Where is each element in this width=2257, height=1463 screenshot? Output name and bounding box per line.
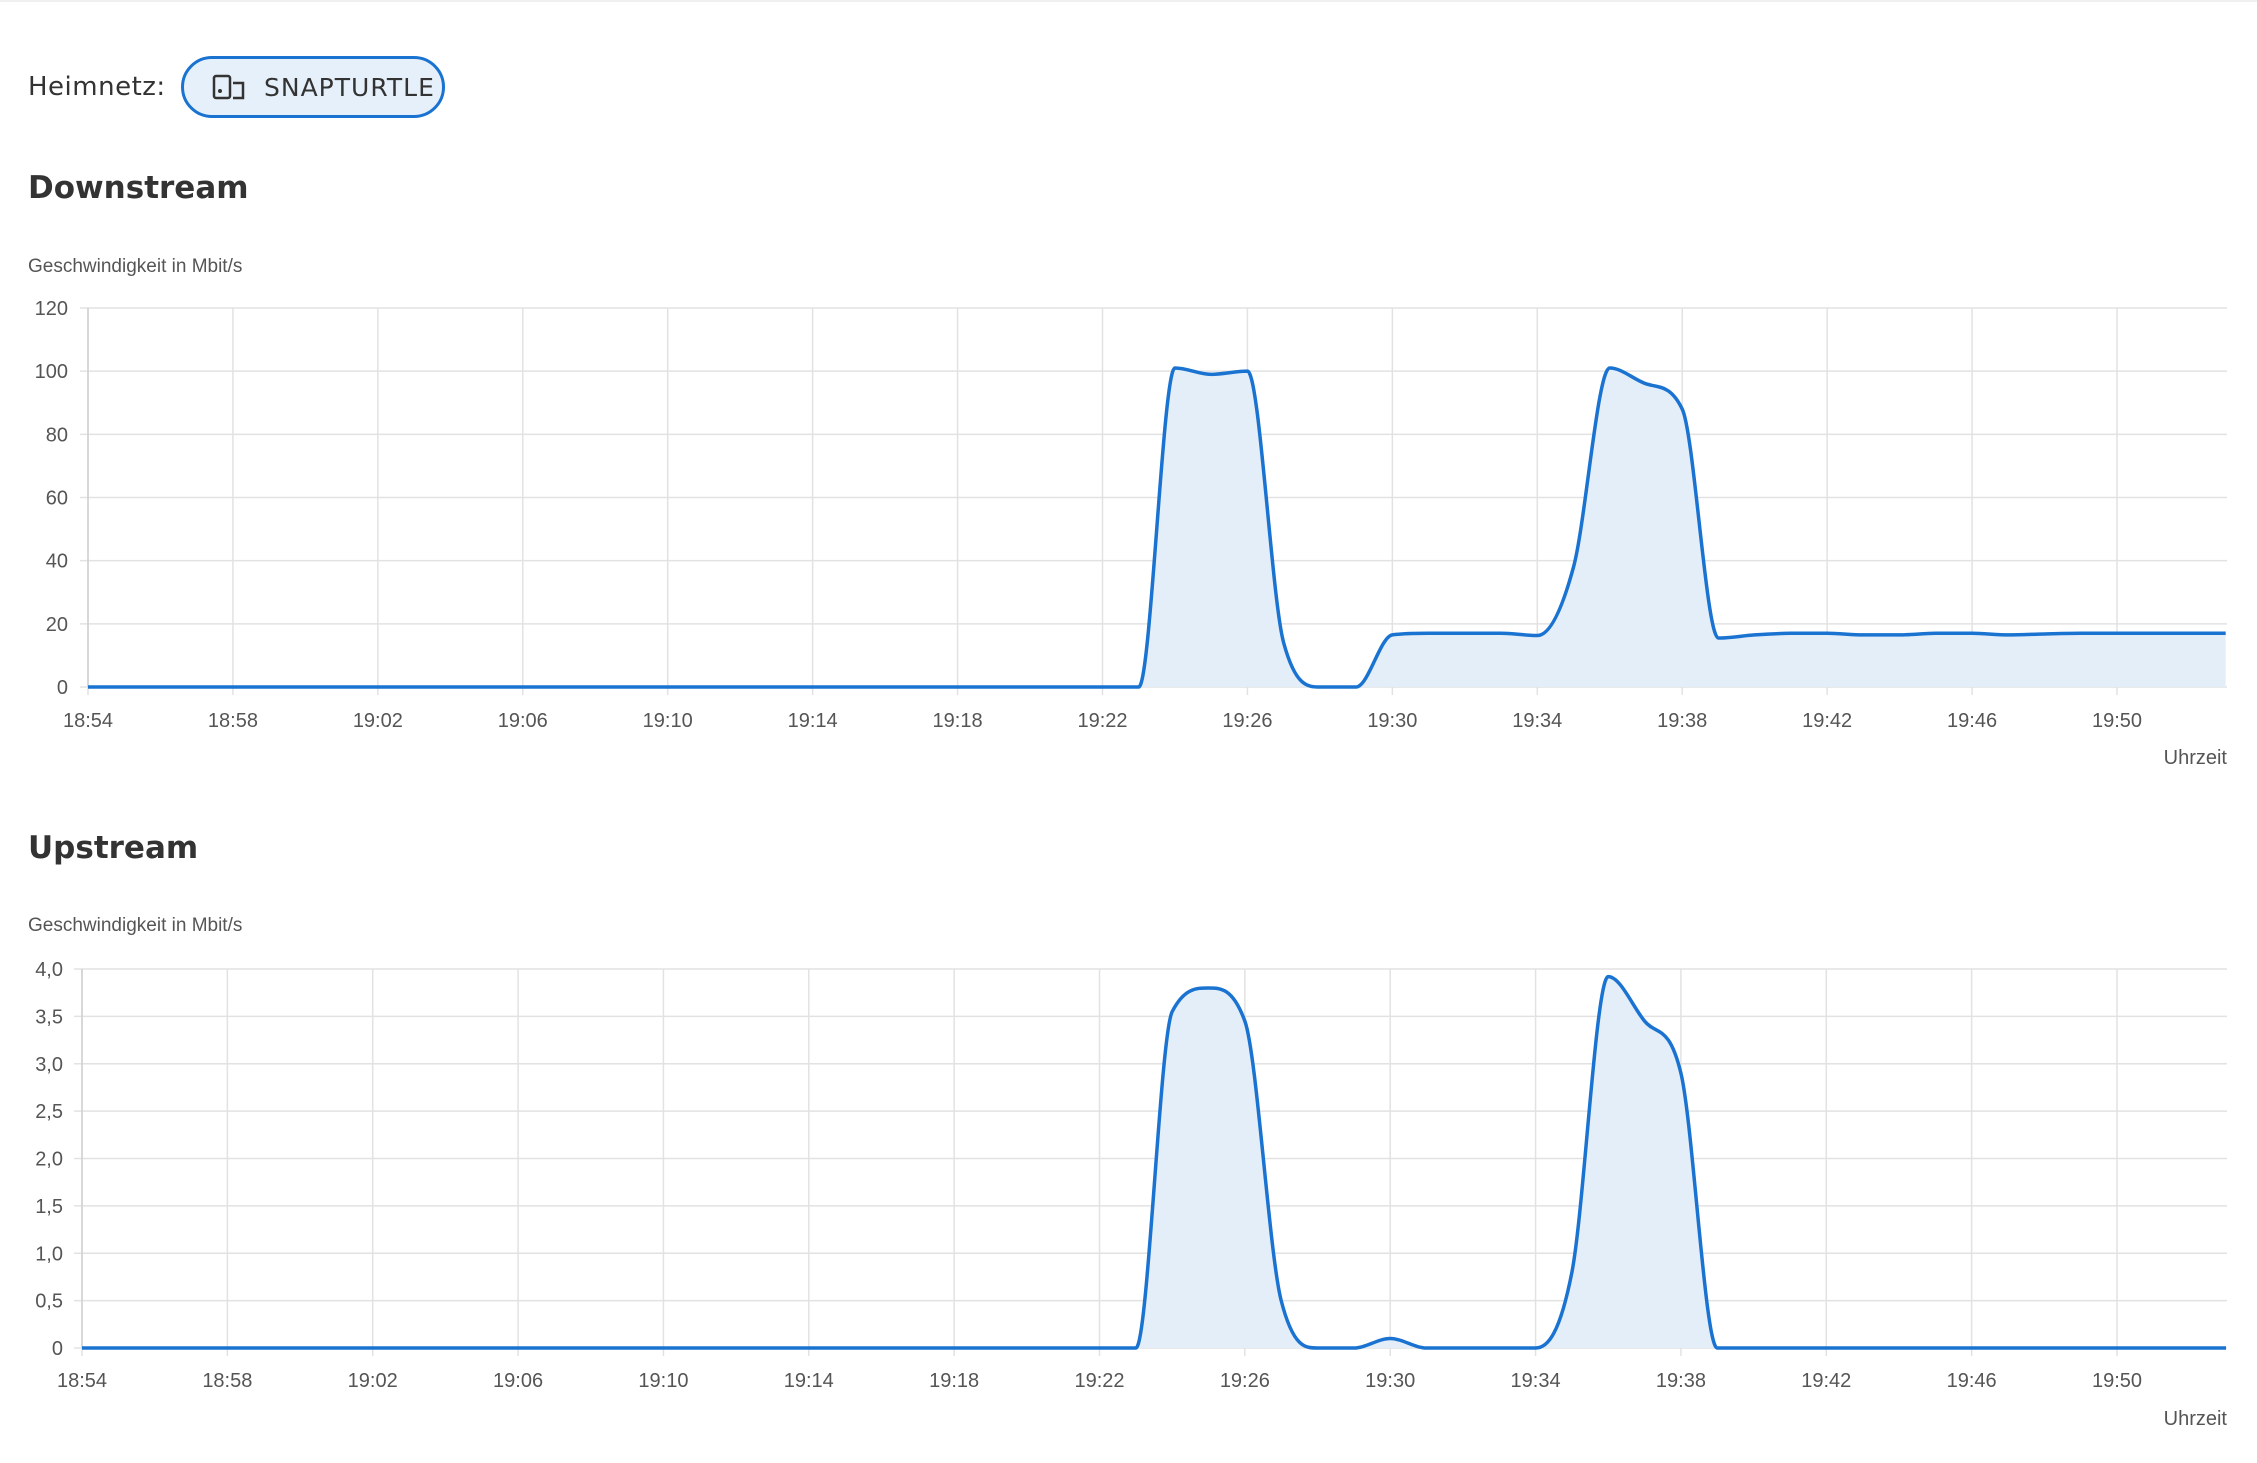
x-tick-label: 19:10 (643, 710, 693, 732)
x-tick-label: 18:54 (57, 1370, 107, 1392)
y-tick-label: 0 (57, 677, 68, 699)
x-tick-label: 19:06 (493, 1370, 543, 1392)
y-tick-label: 3,0 (35, 1054, 63, 1076)
y-tick-label: 1,5 (35, 1196, 63, 1218)
x-tick-label: 19:18 (929, 1370, 979, 1392)
network-name: SNAPTURTLE (264, 72, 435, 102)
y-tick-label: 1,0 (35, 1243, 63, 1265)
y-tick-label: 2,0 (35, 1149, 63, 1171)
x-tick-label: 19:34 (1512, 710, 1562, 732)
x-tick-label: 19:02 (353, 710, 403, 732)
y-tick-label: 4,0 (35, 959, 63, 981)
x-tick-label: 19:26 (1220, 1370, 1270, 1392)
network-label: Heimnetz: (28, 72, 166, 102)
x-tick-label: 19:42 (1802, 710, 1852, 732)
devices-icon (212, 74, 245, 100)
series-area (82, 976, 2227, 1348)
x-tick-label: 19:38 (1656, 1370, 1706, 1392)
x-axis-label: Uhrzeit (2164, 1408, 2228, 1430)
network-selector-button[interactable]: SNAPTURTLE (181, 56, 445, 118)
y-tick-label: 0,5 (35, 1291, 63, 1313)
x-tick-label: 19:30 (1365, 1370, 1415, 1392)
downstream-ylabel: Geschwindigkeit in Mbit/s (28, 256, 243, 277)
upstream-ylabel: Geschwindigkeit in Mbit/s (28, 915, 243, 936)
x-tick-label: 18:58 (208, 710, 258, 732)
x-tick-label: 18:54 (63, 710, 113, 732)
upstream-title: Upstream (28, 830, 199, 866)
y-tick-label: 60 (46, 488, 68, 510)
x-tick-label: 19:14 (784, 1370, 834, 1392)
x-tick-label: 18:58 (202, 1370, 252, 1392)
x-tick-label: 19:18 (933, 710, 983, 732)
downstream-title: Downstream (28, 170, 249, 206)
y-tick-label: 3,5 (35, 1006, 63, 1028)
x-tick-label: 19:22 (1077, 710, 1127, 732)
x-tick-label: 19:34 (1511, 1370, 1561, 1392)
x-tick-label: 19:50 (2092, 710, 2142, 732)
downstream-chart: 0 20 40 60 80 100 120 18:54 18:58 19:02 19:06 19:10… (35, 298, 2228, 769)
y-tick-label: 2,5 (35, 1101, 63, 1123)
y-tick-label: 20 (46, 614, 68, 636)
x-tick-label: 19:10 (638, 1370, 688, 1392)
y-tick-label: 40 (46, 551, 68, 573)
x-tick-label: 19:46 (1947, 1370, 1997, 1392)
top-divider (0, 0, 2257, 2)
x-axis-label: Uhrzeit (2164, 747, 2228, 769)
x-tick-label: 19:02 (348, 1370, 398, 1392)
y-tick-label: 80 (46, 424, 68, 446)
y-tick-label: 0 (52, 1338, 63, 1360)
series-line (88, 366, 2226, 689)
x-tick-label: 19:06 (498, 710, 548, 732)
x-tick-label: 19:22 (1074, 1370, 1124, 1392)
series-line (81, 974, 2227, 1350)
y-tick-label: 100 (35, 361, 68, 383)
x-tick-label: 19:46 (1947, 710, 1997, 732)
x-tick-label: 19:38 (1657, 710, 1707, 732)
x-tick-label: 19:30 (1367, 710, 1417, 732)
x-tick-label: 19:26 (1222, 710, 1272, 732)
y-tick-label: 120 (35, 298, 68, 320)
x-tick-label: 19:50 (2092, 1370, 2142, 1392)
x-tick-label: 19:14 (788, 710, 838, 732)
x-tick-label: 19:42 (1801, 1370, 1851, 1392)
